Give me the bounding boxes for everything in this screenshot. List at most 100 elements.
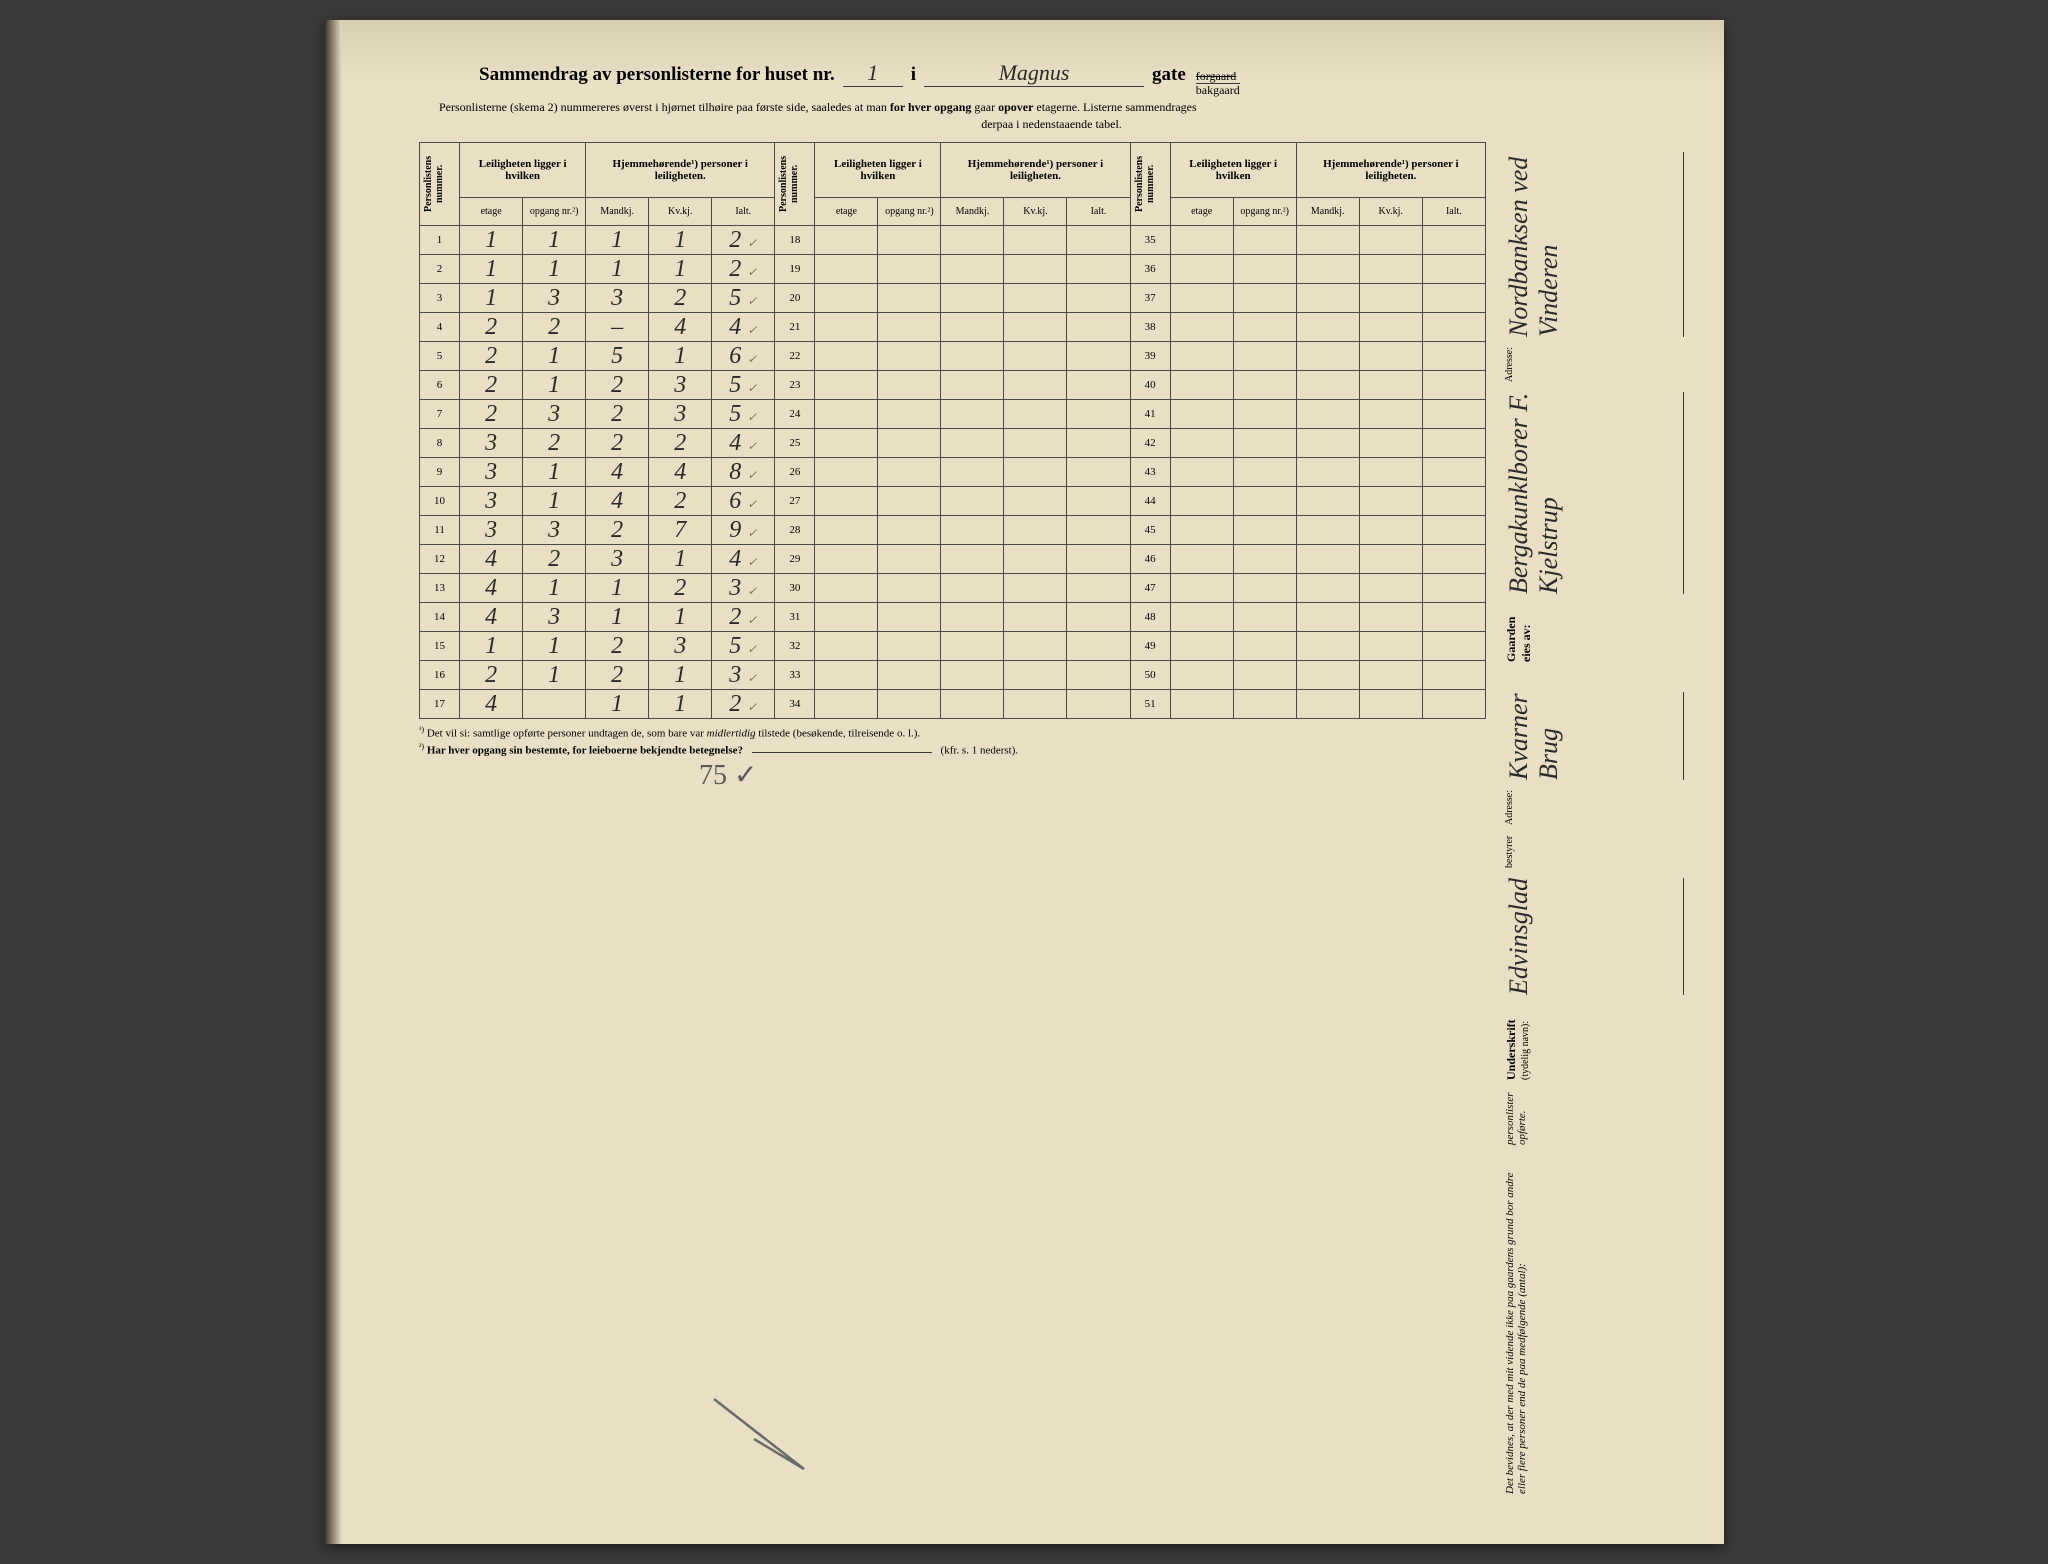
empty-cell: [1067, 690, 1130, 719]
empty-cell: [1233, 400, 1296, 429]
empty-cell: [815, 284, 878, 313]
empty-cell: [1067, 429, 1130, 458]
empty-cell: [815, 661, 878, 690]
empty-cell: [1067, 284, 1130, 313]
empty-cell: [1296, 284, 1359, 313]
cell-value: 1: [649, 342, 712, 371]
cell-value: 1: [523, 574, 586, 603]
empty-cell: [1067, 342, 1130, 371]
cell-value: 1: [586, 226, 649, 255]
row-number: 29: [775, 545, 815, 574]
empty-cell: [815, 516, 878, 545]
row-number: 13: [420, 574, 460, 603]
cell-value: 1: [460, 255, 523, 284]
table-wrap: Personlistens nummer.Leiligheten ligger …: [419, 142, 1486, 1504]
cell-value: 4: [586, 487, 649, 516]
empty-cell: [815, 632, 878, 661]
row-number: 23: [775, 371, 815, 400]
subtitle-1: Personlisterne (skema 2) nummereres øver…: [439, 100, 1684, 115]
row-number: 20: [775, 284, 815, 313]
sub-header: opgang nr.²): [1233, 197, 1296, 225]
empty-cell: [1004, 487, 1067, 516]
empty-cell: [1233, 429, 1296, 458]
cell-value: 2: [523, 429, 586, 458]
row-number: 27: [775, 487, 815, 516]
cell-value: 1: [649, 226, 712, 255]
row-number: 40: [1130, 371, 1170, 400]
cell-value: 4: [460, 690, 523, 719]
empty-cell: [941, 516, 1004, 545]
empty-cell: [1004, 429, 1067, 458]
empty-cell: [815, 255, 878, 284]
empty-cell: [1004, 632, 1067, 661]
empty-cell: [1170, 458, 1233, 487]
empty-cell: [878, 574, 941, 603]
row-number: 32: [775, 632, 815, 661]
empty-cell: [1067, 371, 1130, 400]
adresse-label: Adresse:: [1504, 790, 1684, 825]
row-number: 5: [420, 342, 460, 371]
empty-cell: [1359, 284, 1422, 313]
sub-header: Mandkj.: [941, 197, 1004, 225]
table-row: 521516 ✓2239: [420, 342, 1486, 371]
row-number: 21: [775, 313, 815, 342]
empty-cell: [1004, 313, 1067, 342]
cell-value: 2: [460, 661, 523, 690]
cell-value: 1: [649, 661, 712, 690]
empty-cell: [1233, 313, 1296, 342]
empty-cell: [878, 400, 941, 429]
row-number: 47: [1130, 574, 1170, 603]
col-leilighet: Leiligheten ligger i hvilken: [460, 143, 586, 198]
cell-value: 1: [649, 255, 712, 284]
subtitle-2: derpaa i nedenstaaende tabel.: [419, 117, 1684, 132]
cell-value: 1: [460, 226, 523, 255]
empty-cell: [941, 487, 1004, 516]
empty-cell: [1170, 574, 1233, 603]
empty-cell: [1233, 603, 1296, 632]
row-number: 30: [775, 574, 815, 603]
gate-bottom: bakgaard: [1196, 84, 1240, 96]
empty-cell: [1170, 429, 1233, 458]
footnotes: ¹) Det vil si: samtlige opførte personer…: [419, 725, 1486, 792]
sub-header: Ialt.: [1067, 197, 1130, 225]
row-number: 9: [420, 458, 460, 487]
blank-line: [752, 752, 932, 753]
empty-cell: [941, 342, 1004, 371]
cell-value: 1: [523, 342, 586, 371]
empty-cell: [1067, 313, 1130, 342]
empty-cell: [1422, 371, 1485, 400]
cell-value: 4: [460, 603, 523, 632]
row-number: 12: [420, 545, 460, 574]
table-row: 174112 ✓3451: [420, 690, 1486, 719]
cell-value: 2: [586, 516, 649, 545]
sub-header: Mandkj.: [1296, 197, 1359, 225]
cell-value: 4: [460, 574, 523, 603]
row-number: 35: [1130, 226, 1170, 255]
empty-cell: [1296, 516, 1359, 545]
row-number: 18: [775, 226, 815, 255]
cell-value: 4: [586, 458, 649, 487]
empty-cell: [1359, 690, 1422, 719]
empty-cell: [878, 487, 941, 516]
row-number: 22: [775, 342, 815, 371]
table-head: Personlistens nummer.Leiligheten ligger …: [420, 143, 1486, 226]
empty-cell: [815, 487, 878, 516]
table-body: 111112 ✓1835211112 ✓1936313325 ✓2037422–…: [420, 226, 1486, 719]
empty-cell: [1296, 574, 1359, 603]
document-page: Sammendrag av personlisterne for huset n…: [324, 20, 1724, 1544]
cell-total: 2 ✓: [712, 690, 775, 719]
cell-value: 3: [649, 371, 712, 400]
empty-cell: [1233, 371, 1296, 400]
cell-total: 2 ✓: [712, 226, 775, 255]
sub-header: Kv.kj.: [1004, 197, 1067, 225]
empty-cell: [941, 545, 1004, 574]
empty-cell: [1296, 690, 1359, 719]
empty-cell: [1359, 226, 1422, 255]
empty-cell: [1422, 661, 1485, 690]
empty-cell: [1422, 226, 1485, 255]
cell-value: 2: [523, 313, 586, 342]
footnote-2: ²) Har hver opgang sin bestemte, for lei…: [419, 742, 1486, 757]
empty-cell: [1170, 603, 1233, 632]
cell-value: 3: [649, 632, 712, 661]
empty-cell: [1170, 661, 1233, 690]
